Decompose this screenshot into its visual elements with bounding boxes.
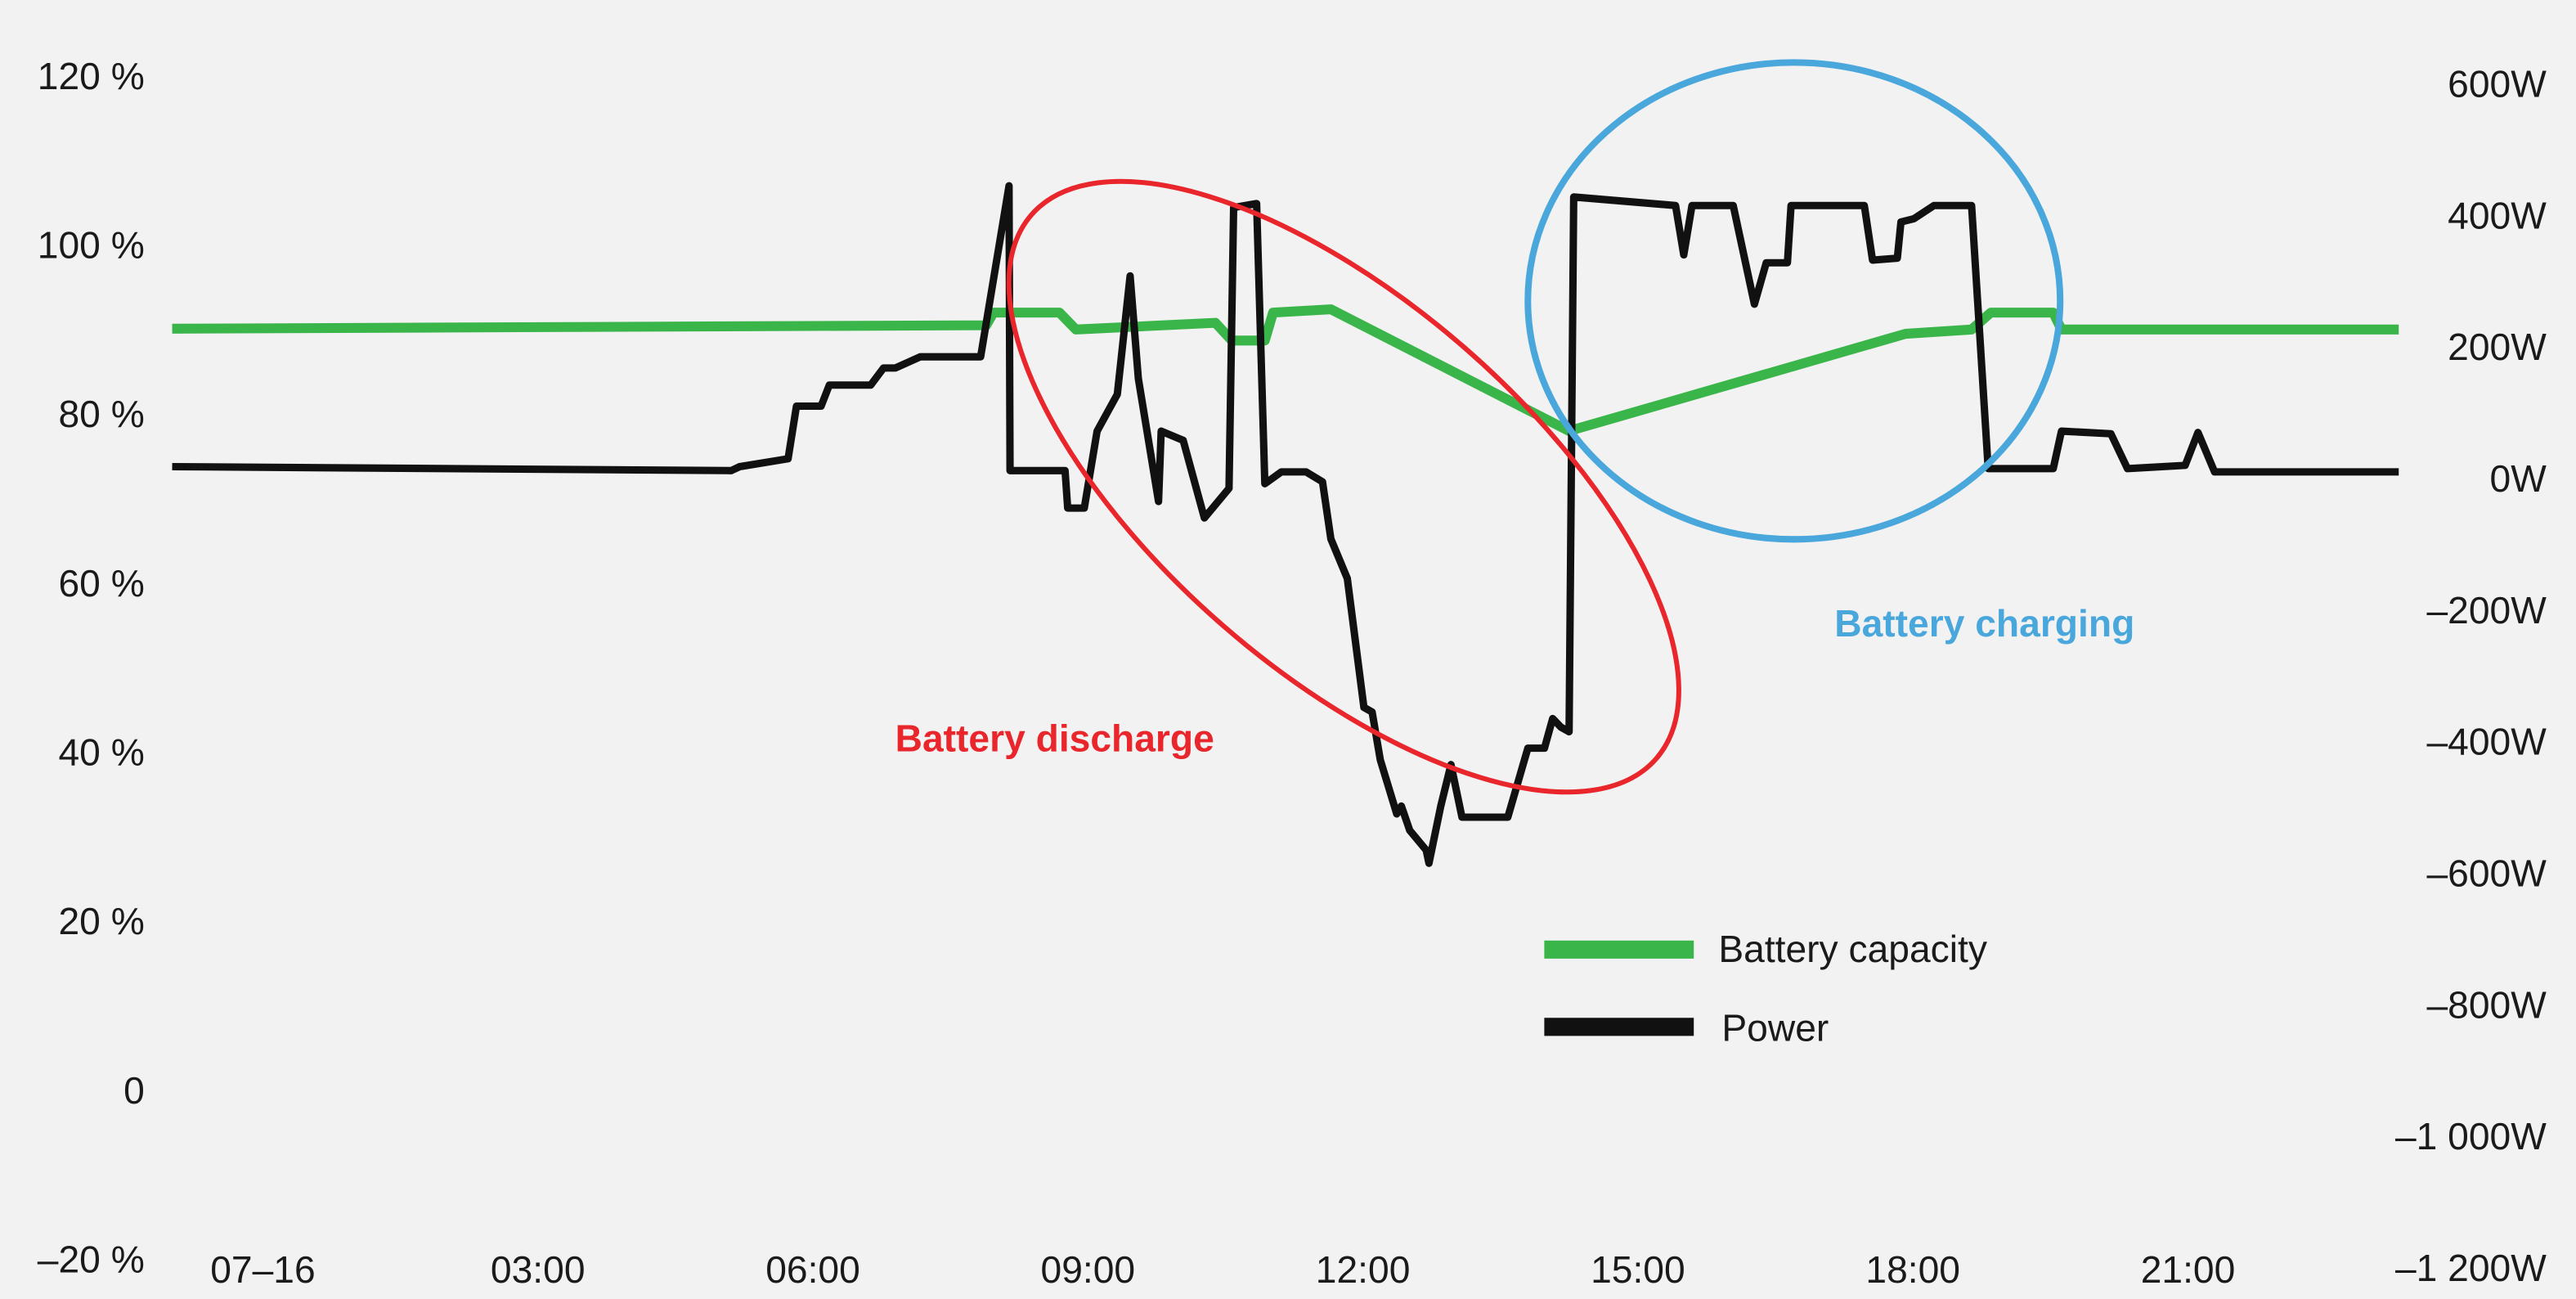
annotation-charging: Battery charging [1834,602,2134,645]
legend-swatch-battery-capacity [1544,940,1694,959]
left-tick-label: 60 % [59,562,145,605]
x-tick-label: 15:00 [1591,1248,1685,1291]
x-tick-label: 12:00 [1316,1248,1411,1291]
legend-swatch-power [1544,1018,1694,1036]
left-tick-label: –20 % [38,1238,145,1280]
left-tick-label: 20 % [59,900,145,942]
x-tick-label: 03:00 [491,1248,586,1291]
right-tick-label: 600W [2448,63,2547,106]
x-tick-label: 21:00 [2141,1248,2236,1291]
right-tick-label: –1 200W [2395,1247,2547,1289]
legend-label-battery-capacity: Battery capacity [1718,928,1988,970]
annotation-discharge: Battery discharge [895,717,1214,760]
left-tick-label: 120 % [38,55,145,97]
right-tick-label: –400W [2426,721,2547,763]
x-tick-label: 06:00 [765,1248,860,1291]
left-tick-label: 80 % [59,393,145,435]
right-tick-label: 400W [2448,194,2547,236]
legend-label-power: Power [1721,1006,1829,1049]
right-tick-label: –1 000W [2395,1115,2547,1157]
x-axis-ticks: 07–16 03:00 06:00 09:00 12:00 15:00 18:00 21:00 [210,1248,2235,1291]
right-tick-label: –800W [2426,983,2547,1026]
left-tick-label: 40 % [59,731,145,774]
x-tick-label: 09:00 [1041,1248,1136,1291]
series-group [172,182,2399,867]
power-line [172,182,2399,867]
right-tick-label: 0W [2490,457,2547,500]
left-axis-ticks: 120 % 100 % 80 % 60 % 40 % 20 % 0 –20 % [38,55,145,1281]
battery-capacity-line [172,304,2399,436]
right-tick-label: 200W [2448,326,2547,368]
x-tick-label: 07–16 [210,1248,315,1291]
right-axis-ticks: 600W 400W 200W 0W –200W –400W –600W –800W –1 000… [2395,63,2547,1289]
left-tick-label: 100 % [38,224,145,267]
legend: Battery capacity Power [1544,928,1988,1049]
right-tick-label: –200W [2426,589,2547,632]
charging-circle [1524,59,2064,543]
discharge-ellipse [1006,178,1681,795]
right-tick-label: –600W [2426,852,2547,894]
x-tick-label: 18:00 [1865,1248,1960,1291]
left-tick-label: 0 [123,1069,145,1112]
